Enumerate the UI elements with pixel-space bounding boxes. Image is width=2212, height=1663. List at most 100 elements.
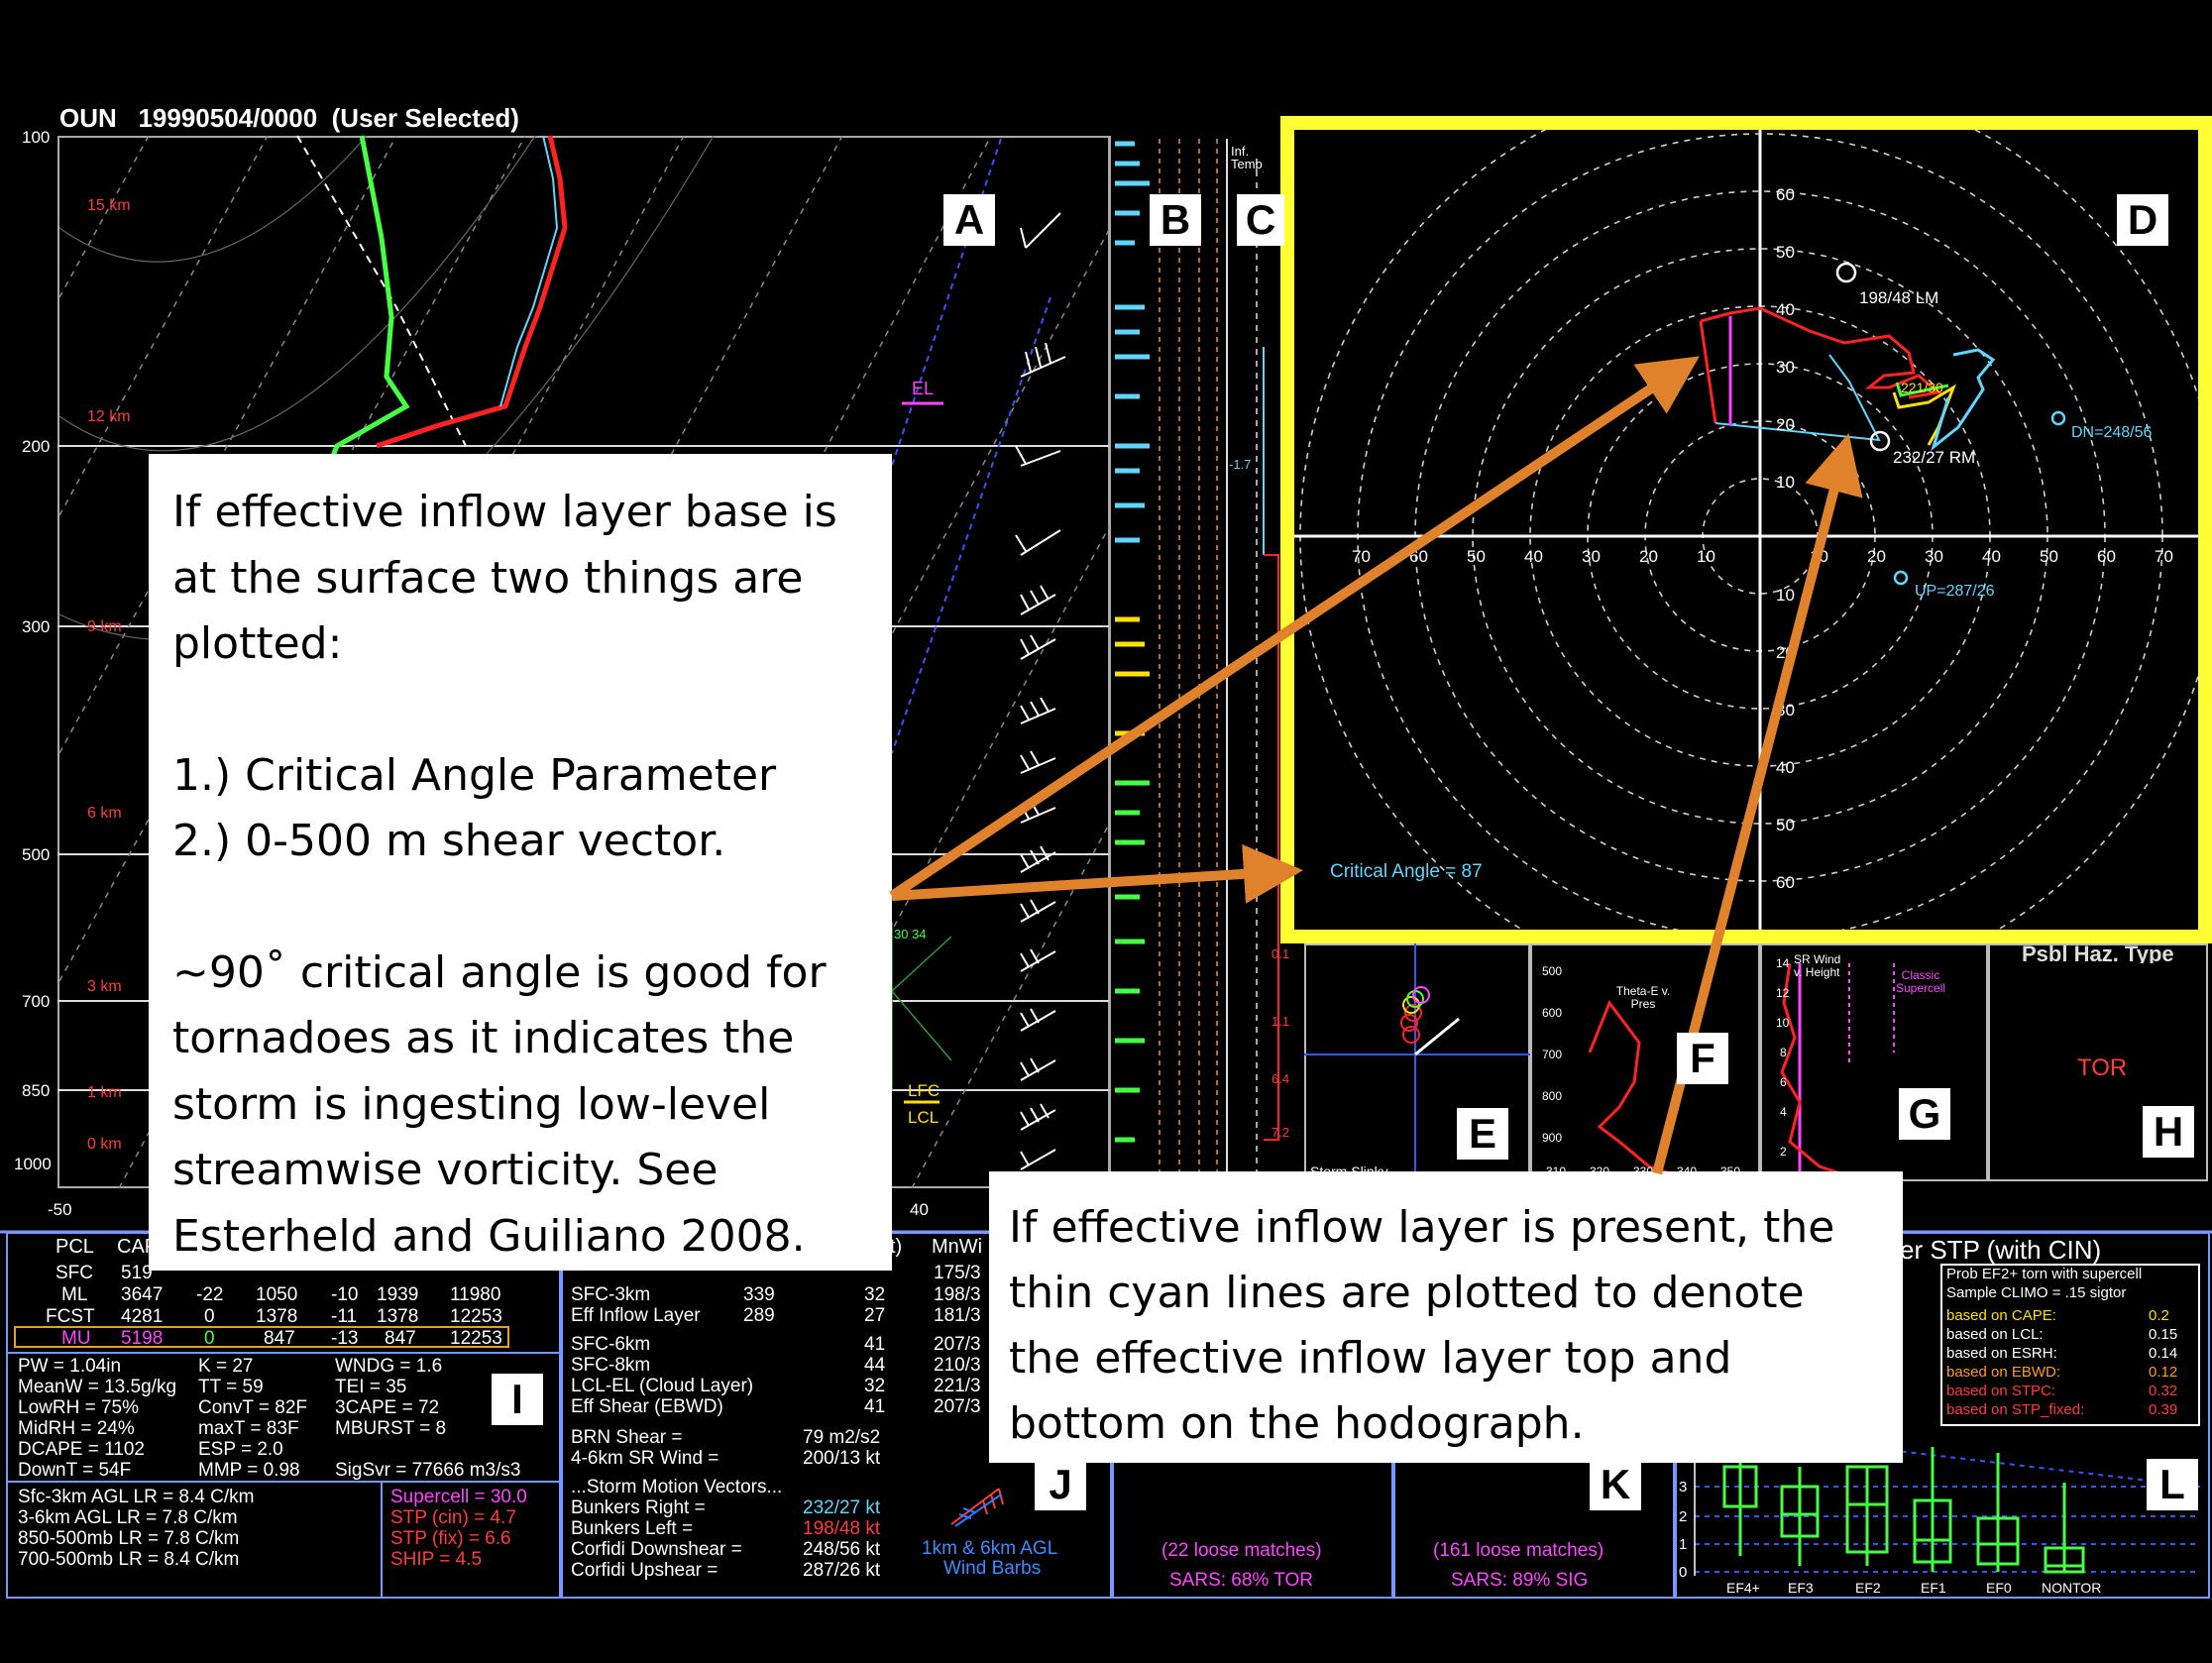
parcel-row-mu-v3: 847: [385, 1328, 416, 1349]
sars-tor-result: SARS: 68% TOR: [1169, 1570, 1314, 1591]
temp-adv-value-4: 7.2: [1272, 1125, 1290, 1140]
el-label: EL: [912, 379, 935, 398]
pressure-label-700: 700: [22, 992, 51, 1011]
callout-line: plotted:: [172, 618, 343, 669]
brn-shear-label: BRN Shear =: [571, 1427, 683, 1448]
temp-axis-max: 40: [910, 1200, 929, 1219]
corfidi-down-value: 248/56 kt: [803, 1539, 881, 1560]
callout-line: 1.) Critical Angle Parameter: [172, 749, 777, 801]
height-label-0km: 0 km: [87, 1136, 122, 1153]
kin-row-sfc3-c: 198/3: [934, 1284, 981, 1305]
panel-label-a: A: [943, 194, 995, 246]
index-pw: PW = 1.04in: [18, 1356, 122, 1377]
stp-cat-ef2: EF2: [1855, 1580, 1881, 1596]
parcel-row-ml-v0: -22: [196, 1284, 224, 1305]
index-k: K = 27: [198, 1356, 254, 1377]
stp-box-title-2: Sample CLIMO = .15 sigtor: [1946, 1284, 2127, 1301]
lapse-rate-850-500: 850-500mb LR = 7.8 C/km: [18, 1528, 240, 1549]
parcel-row-mu-v2: -13: [331, 1328, 359, 1349]
hodo-x-50: 50: [2040, 547, 2058, 566]
sr-wind-title: SR Wind v. Height: [1794, 952, 1841, 979]
kin-header-right: MnWi: [932, 1236, 983, 1258]
panel-label-f: F: [1677, 1033, 1728, 1084]
pressure-label-850: 850: [22, 1081, 51, 1100]
sr-wind-y-10: 10: [1776, 1016, 1790, 1030]
stp-y-2: 2: [1679, 1508, 1688, 1525]
inset-hodo-label: 30 34: [894, 927, 927, 942]
kin-row-sfc6-b: 41: [864, 1334, 886, 1355]
height-label-12km: 12 km: [87, 408, 131, 425]
stp-cat-ef4: EF4+: [1726, 1580, 1760, 1596]
bunkers-right-label: Bunkers Right =: [571, 1497, 706, 1518]
wind-barb-inset: [950, 1488, 1004, 1527]
stp-cat-ef1: EF1: [1921, 1580, 1946, 1596]
kin-row-sfc3-b: 32: [864, 1284, 886, 1305]
sars-sig-result: SARS: 89% SIG: [1451, 1570, 1589, 1591]
callout-line: thin cyan lines are plotted to denote: [1009, 1268, 1805, 1318]
possible-hazard-panel[interactable]: [1988, 943, 2208, 1181]
sr-wind-y-8: 8: [1780, 1046, 1787, 1059]
theta-e-graphic: [1588, 999, 1680, 1178]
panel-label-c: C: [1237, 194, 1284, 246]
upshear-label: UP=287/26: [1915, 583, 1995, 600]
parcel-row-ml-name: ML: [61, 1284, 88, 1305]
lcl-label: LCL: [908, 1108, 940, 1127]
parcel-row-fcst-v2: -11: [331, 1306, 358, 1327]
kin-row-ebwd-label: Eff Shear (EBWD): [571, 1396, 723, 1417]
stp-lcl-value: 0.15: [2149, 1326, 2178, 1343]
theta-e-title: Theta-E v. Pres: [1615, 984, 1671, 1011]
hodo-x-30: 30: [1925, 547, 1943, 566]
stp-stpc-value: 0.32: [2149, 1383, 2178, 1399]
stp-stpc-label: based on STPC:: [1946, 1383, 2056, 1399]
theta-e-y-800: 800: [1542, 1089, 1563, 1103]
stp-cat-ef3: EF3: [1788, 1580, 1814, 1596]
parcel-row-ml-v2: -10: [331, 1284, 359, 1305]
panel-label-k: K: [1590, 1459, 1641, 1510]
kin-row-eff-a: 289: [743, 1305, 775, 1326]
corfidi-down-label: Corfidi Downshear =: [571, 1539, 742, 1560]
parcel-row-mu-v1: 847: [264, 1328, 295, 1349]
theta-e-y-500: 500: [1542, 964, 1563, 978]
parcel-row-mu-name: MU: [61, 1328, 91, 1349]
sr-wind-y-12: 12: [1776, 986, 1790, 1000]
callout-line: ~90˚ critical angle is good for: [172, 946, 827, 998]
hodo-y-30: 30: [1776, 358, 1795, 377]
composite-stp-fix: STP (fix) = 6.6: [390, 1528, 511, 1549]
callout-line: tornadoes as it indicates the: [172, 1013, 795, 1063]
kin-row-ebwd-c: 207/3: [934, 1396, 981, 1417]
callout-line: streamwise vorticity. See: [172, 1145, 719, 1195]
composite-divider: [381, 1481, 383, 1599]
sr-wind-graphic: [1780, 962, 1895, 1181]
index-lowrh: LowRH = 75%: [18, 1397, 139, 1418]
hodo-y-50: 50: [1776, 243, 1795, 262]
kin-row-lclel-label: LCL-EL (Cloud Layer): [571, 1376, 754, 1396]
right-mover-label: 232/27 RM: [1893, 448, 1976, 467]
bunkers-right-value: 232/27 kt: [803, 1497, 881, 1518]
stp-esrh-label: based on ESRH:: [1946, 1345, 2057, 1362]
pressure-label-1000: 1000: [14, 1155, 52, 1173]
parcel-row-mu-highlight: [14, 1326, 509, 1348]
index-meanw: MeanW = 13.5g/kg: [18, 1377, 177, 1397]
panel-label-e: E: [1457, 1108, 1508, 1160]
index-sigsvr: SigSvr = 77666 m3/s3: [335, 1460, 521, 1481]
parcel-row-fcst-cape: 4281: [121, 1306, 164, 1327]
kin-row-sfc8-b: 44: [864, 1355, 886, 1376]
corfidi-up-label: Corfidi Upshear =: [571, 1560, 719, 1581]
height-label-15km: 15 km: [87, 197, 131, 214]
kin-top-extra: 175/3: [934, 1263, 981, 1283]
composite-supercell: Supercell = 30.0: [390, 1487, 527, 1507]
corfidi-up-value: 287/26 kt: [803, 1560, 881, 1581]
sars-sig-matches: (161 loose matches): [1433, 1540, 1604, 1561]
hodo-x-20: 20: [1867, 547, 1886, 566]
panel-label-i: I: [492, 1374, 543, 1425]
sr-wind-46-label: 4-6km SR Wind =: [571, 1448, 719, 1469]
wind-barb-caption-1: 1km & 6km AGL: [922, 1538, 1058, 1559]
stp-cape-label: based on CAPE:: [1946, 1307, 2056, 1324]
parcel-row-fcst-v0: 0: [204, 1306, 215, 1327]
sars-tor-matches: (22 loose matches): [1161, 1540, 1322, 1561]
hodograph[interactable]: [1294, 130, 2198, 930]
stp-y-1: 1: [1679, 1536, 1688, 1553]
parcel-header-pcl: PCL: [55, 1236, 94, 1258]
stp-box-title-1: Prob EF2+ torn with supercell: [1946, 1266, 2143, 1282]
